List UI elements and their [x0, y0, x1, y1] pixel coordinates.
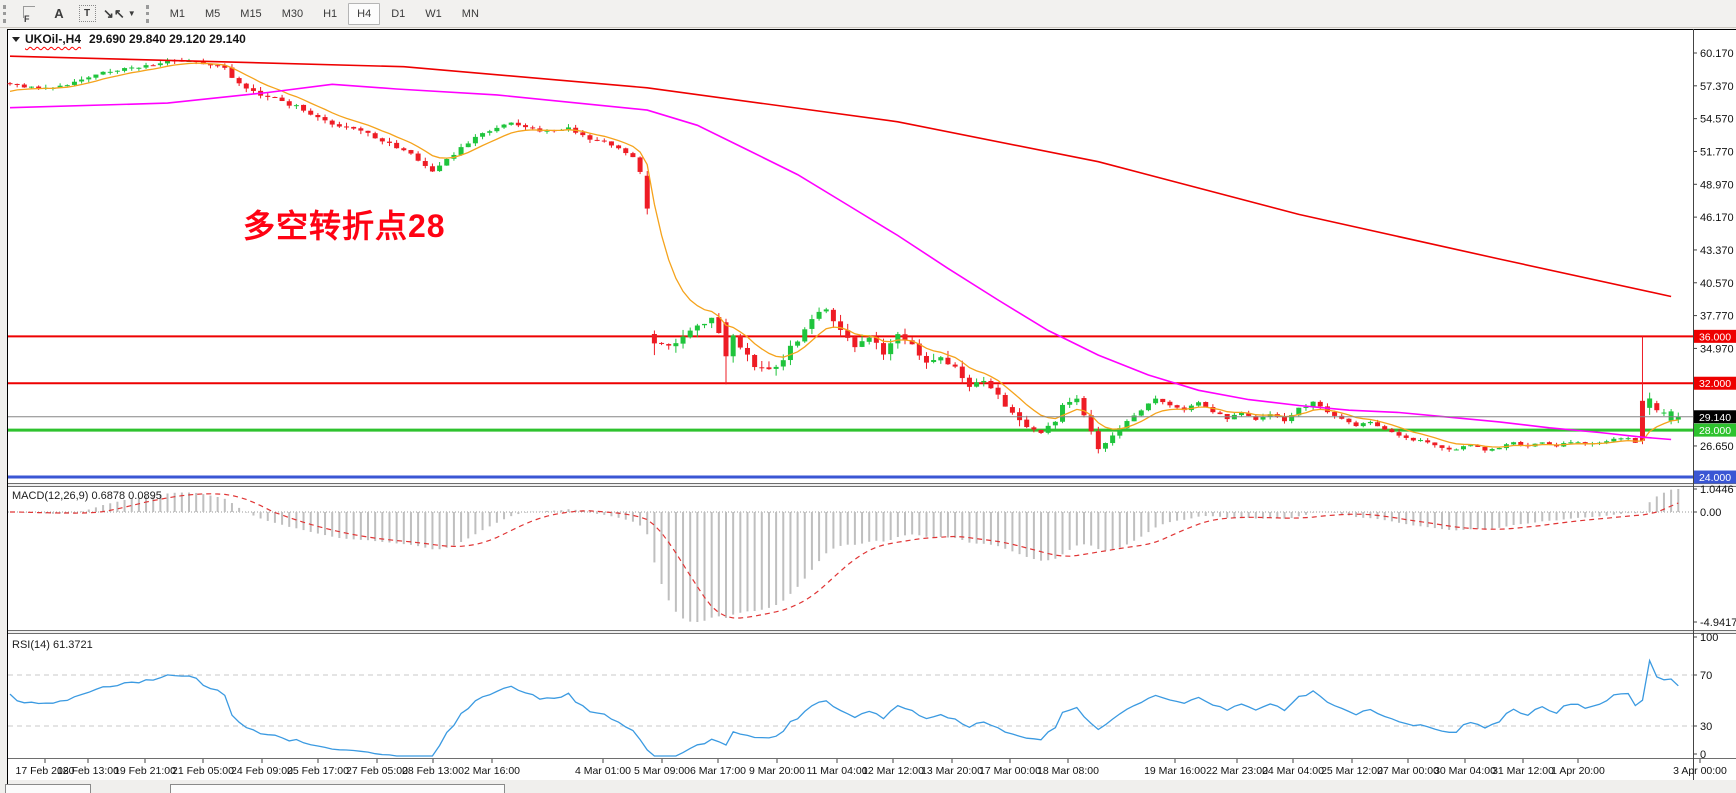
- rsi-panel: [8, 658, 1693, 757]
- svg-text:0.00: 0.00: [1700, 507, 1721, 519]
- svg-text:26.650: 26.650: [1700, 441, 1734, 453]
- moving-averages: [9, 55, 1679, 448]
- chart-text-annotation[interactable]: 多空转折点28: [243, 208, 446, 244]
- horizontal-level-lines: [8, 335, 1693, 479]
- svg-text:31 Mar 12:00: 31 Mar 12:00: [1492, 765, 1554, 777]
- svg-text:1 Apr 20:00: 1 Apr 20:00: [1551, 765, 1605, 777]
- timeframe-button-h4[interactable]: H4: [348, 2, 381, 25]
- svg-text:36.000: 36.000: [1699, 331, 1731, 343]
- dropdown-caret-icon[interactable]: ▼: [127, 9, 136, 18]
- chart-title: UKOil-,H4 29.690 29.840 29.120 29.140: [12, 32, 246, 46]
- ma-fast-line: [9, 62, 1679, 448]
- macd-panel: [8, 489, 1693, 622]
- svg-text:24 Mar 04:00: 24 Mar 04:00: [1262, 765, 1324, 777]
- symbol-timeframe-label: UKOil-,H4: [25, 32, 82, 46]
- ohlc-values: 29.690 29.840 29.120 29.140: [89, 32, 246, 46]
- svg-text:25 Mar 12:00: 25 Mar 12:00: [1321, 765, 1383, 777]
- timeframe-button-d1[interactable]: D1: [391, 7, 406, 20]
- svg-text:11 Mar 04:00: 11 Mar 04:00: [806, 765, 867, 777]
- svg-text:37.770: 37.770: [1700, 311, 1734, 323]
- timeframe-button-h1[interactable]: H1: [323, 7, 338, 20]
- svg-text:46.170: 46.170: [1700, 212, 1734, 224]
- svg-text:5 Mar 09:00: 5 Mar 09:00: [634, 765, 690, 777]
- rsi-indicator-label: RSI(14) 61.3721: [12, 639, 93, 651]
- svg-text:40.570: 40.570: [1700, 278, 1734, 290]
- window-tab-stub[interactable]: [170, 784, 505, 793]
- toolbar: F A T ↘↖ ▼ M1 M5 M15 M30 H1 H4 D1 W1 MN: [0, 0, 1736, 28]
- svg-text:1.0446: 1.0446: [1700, 484, 1734, 496]
- rsi-axis: 100 70 30 0: [1693, 632, 1718, 761]
- svg-text:21 Feb 05:00: 21 Feb 05:00: [172, 765, 234, 777]
- svg-text:13 Mar 20:00: 13 Mar 20:00: [921, 765, 983, 777]
- text-label-icon[interactable]: T: [75, 3, 99, 25]
- svg-text:32.000: 32.000: [1699, 378, 1731, 390]
- ma-slow-line: [9, 55, 1672, 298]
- svg-text:29.140: 29.140: [1699, 412, 1731, 424]
- ma-mid-line: [9, 83, 1672, 441]
- svg-text:24 Feb 09:00: 24 Feb 09:00: [231, 765, 293, 777]
- svg-text:6 Mar 17:00: 6 Mar 17:00: [690, 765, 746, 777]
- svg-text:2 Mar 16:00: 2 Mar 16:00: [464, 765, 520, 777]
- price-axis: 60.170 57.370 54.570 51.770 48.970 46.170 43.3…: [1693, 48, 1736, 484]
- timeframe-button-w1[interactable]: W1: [425, 7, 442, 20]
- timeframe-button-m5[interactable]: M5: [205, 7, 221, 20]
- arrows-tool-icon[interactable]: ↘↖ ▼: [103, 5, 136, 21]
- svg-text:3 Apr 00:00: 3 Apr 00:00: [1673, 765, 1727, 777]
- svg-text:24.000: 24.000: [1699, 472, 1731, 484]
- svg-text:0: 0: [1700, 749, 1706, 761]
- svg-text:22 Mar 23:00: 22 Mar 23:00: [1206, 765, 1268, 777]
- window-tab-stub[interactable]: [5, 784, 91, 793]
- toolbar-drag-handle[interactable]: [3, 4, 13, 23]
- timeframe-button-mn[interactable]: MN: [461, 7, 479, 20]
- svg-text:4 Mar 01:00: 4 Mar 01:00: [575, 765, 631, 777]
- svg-text:43.370: 43.370: [1700, 245, 1734, 257]
- svg-text:28 Feb 13:00: 28 Feb 13:00: [402, 765, 464, 777]
- svg-text:51.770: 51.770: [1700, 146, 1734, 158]
- timeframe-button-m30[interactable]: M30: [281, 7, 304, 20]
- svg-text:70: 70: [1700, 670, 1712, 682]
- toolbar-drag-handle-2[interactable]: [145, 4, 156, 23]
- svg-text:54.570: 54.570: [1700, 114, 1734, 126]
- chart-grid-f-icon[interactable]: F: [19, 3, 43, 25]
- macd-signal-line: [10, 493, 1679, 619]
- timeframe-button-m1[interactable]: M1: [169, 7, 185, 20]
- symbol-dropdown-icon[interactable]: [12, 36, 20, 42]
- svg-text:25 Feb 17:00: 25 Feb 17:00: [287, 765, 349, 777]
- svg-text:9 Mar 20:00: 9 Mar 20:00: [749, 765, 805, 777]
- macd-indicator-label: MACD(12,26,9) 0.6878 0.0895: [12, 490, 162, 502]
- svg-text:100: 100: [1700, 632, 1718, 644]
- svg-text:18 Mar 08:00: 18 Mar 08:00: [1037, 765, 1099, 777]
- svg-text:18 Feb 13:00: 18 Feb 13:00: [57, 765, 119, 777]
- svg-text:27 Mar 00:00: 27 Mar 00:00: [1377, 765, 1439, 777]
- macd-axis: 1.0446 0.00 -4.9417: [1693, 484, 1736, 629]
- timeframe-button-m15[interactable]: M15: [240, 7, 262, 20]
- svg-text:-4.9417: -4.9417: [1700, 617, 1736, 629]
- svg-text:57.370: 57.370: [1700, 81, 1734, 93]
- svg-text:19 Mar 16:00: 19 Mar 16:00: [1144, 765, 1206, 777]
- rsi-line: [9, 658, 1679, 757]
- svg-text:30: 30: [1700, 721, 1712, 733]
- svg-text:48.970: 48.970: [1700, 179, 1734, 191]
- svg-text:28.000: 28.000: [1699, 425, 1731, 437]
- svg-text:17 Mar 00:00: 17 Mar 00:00: [979, 765, 1041, 777]
- svg-text:19 Feb 21:00: 19 Feb 21:00: [114, 765, 176, 777]
- svg-text:60.170: 60.170: [1700, 48, 1734, 60]
- svg-text:27 Feb 05:00: 27 Feb 05:00: [346, 765, 408, 777]
- svg-text:17 Feb 2020: 17 Feb 2020: [16, 765, 75, 777]
- insert-text-icon[interactable]: A: [54, 6, 64, 21]
- svg-text:30 Mar 04:00: 30 Mar 04:00: [1434, 765, 1496, 777]
- svg-text:12 Mar 12:00: 12 Mar 12:00: [862, 765, 924, 777]
- svg-text:34.970: 34.970: [1700, 343, 1734, 355]
